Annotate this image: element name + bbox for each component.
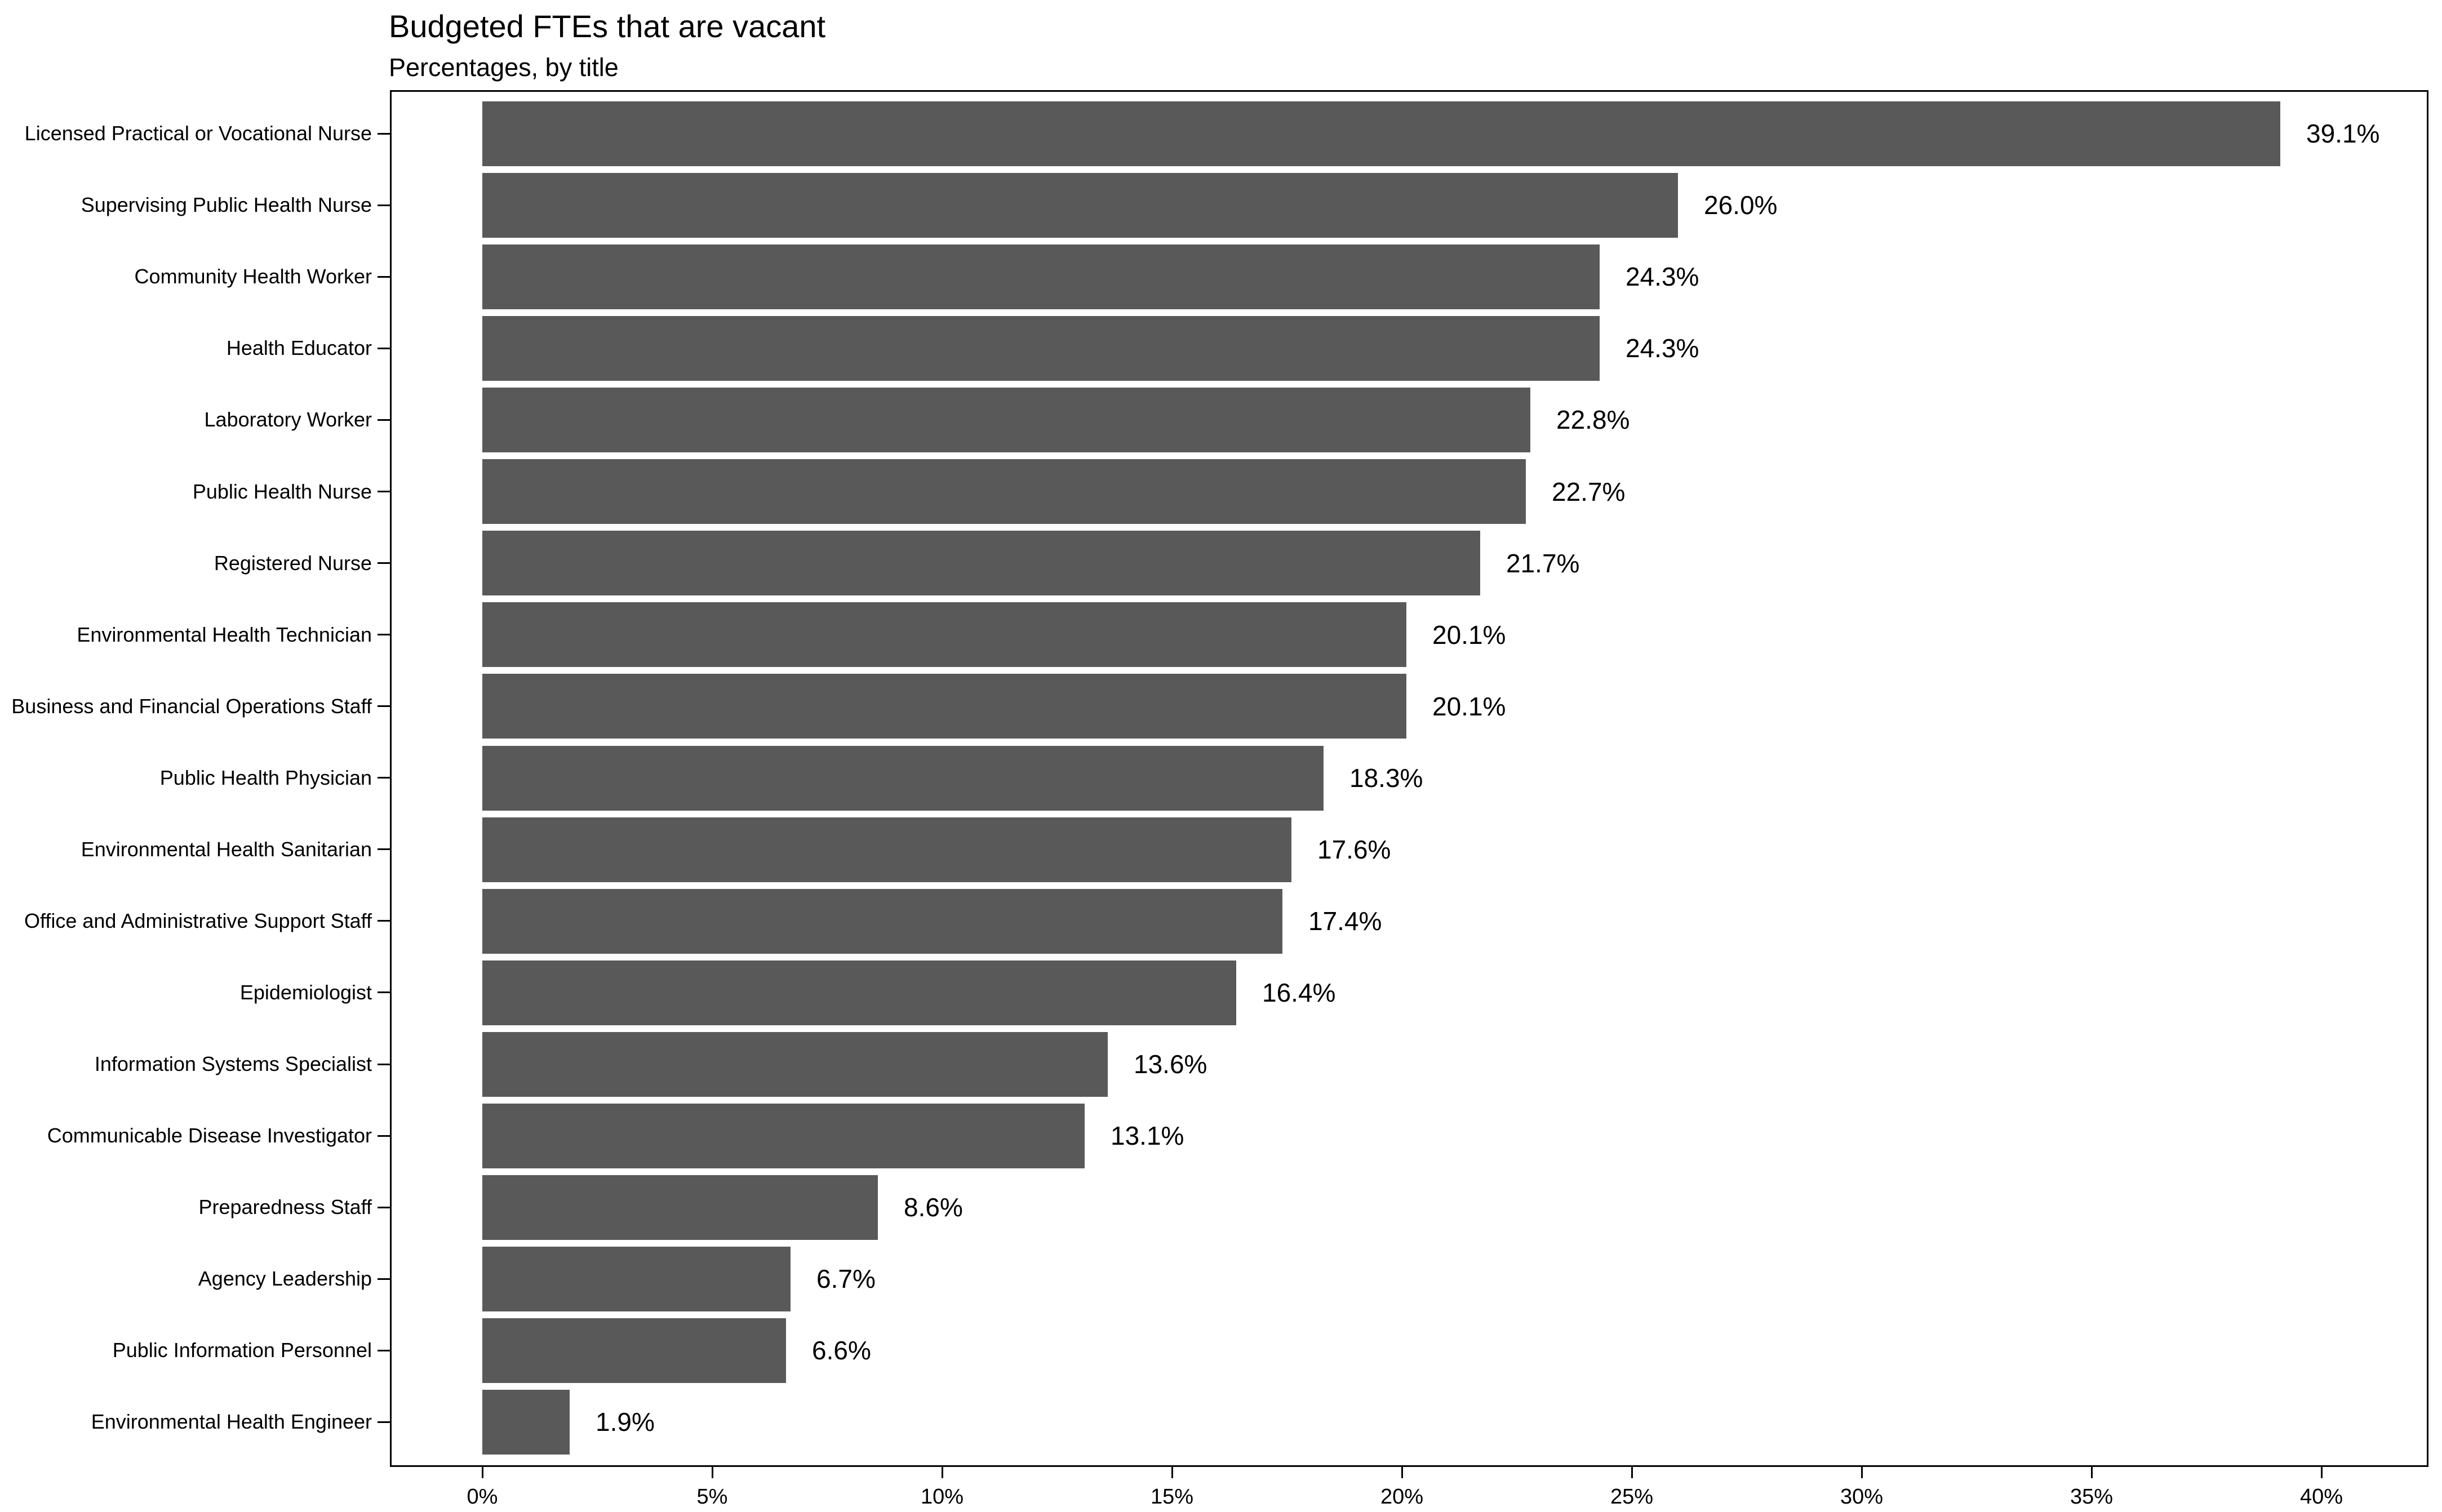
bar (482, 101, 2280, 166)
x-axis-tick-label: 10% (920, 1485, 964, 1509)
value-label: 20.1% (1432, 620, 1506, 650)
bar (482, 459, 1526, 524)
bar (482, 1032, 1108, 1097)
category-label: Office and Administrative Support Staff (24, 909, 372, 932)
bar (482, 674, 1406, 739)
chart-title: Budgeted FTEs that are vacant (389, 8, 826, 44)
value-label: 24.3% (1626, 333, 1699, 363)
x-axis-tick (2091, 1467, 2093, 1478)
category-label: Information Systems Specialist (94, 1052, 372, 1075)
category-label: Licensed Practical or Vocational Nurse (24, 122, 372, 145)
x-axis-tick-label: 25% (1610, 1485, 1654, 1509)
y-axis-tick (378, 1207, 390, 1208)
y-axis-tick (378, 276, 390, 278)
x-axis-tick (942, 1467, 943, 1478)
y-axis-tick (378, 204, 390, 206)
value-label: 1.9% (596, 1407, 655, 1437)
category-label: Preparedness Staff (198, 1195, 372, 1219)
value-label: 6.7% (816, 1264, 876, 1293)
value-label: 22.7% (1552, 477, 1626, 506)
x-axis-tick (1631, 1467, 1633, 1478)
category-label: Supervising Public Health Nurse (81, 193, 372, 216)
category-label: Epidemiologist (239, 981, 372, 1004)
bar (482, 1390, 570, 1455)
value-label: 24.3% (1626, 262, 1699, 291)
y-axis-tick (378, 491, 390, 492)
value-label: 18.3% (1349, 763, 1423, 793)
x-axis-tick-label: 20% (1380, 1485, 1424, 1509)
bar (482, 173, 1678, 238)
x-axis-tick-label: 5% (696, 1485, 728, 1509)
y-axis-tick (378, 705, 390, 707)
category-label: Health Educator (226, 336, 372, 359)
y-axis-tick (378, 848, 390, 850)
x-axis-tick (2321, 1467, 2323, 1478)
value-label: 17.4% (1308, 906, 1382, 936)
bar (482, 388, 1530, 452)
bar (482, 316, 1600, 381)
category-label: Community Health Worker (134, 265, 372, 288)
value-label: 39.1% (2306, 119, 2380, 148)
value-label: 13.1% (1111, 1121, 1184, 1150)
x-axis-tick-label: 15% (1150, 1485, 1194, 1509)
category-label: Registered Nurse (214, 552, 372, 575)
bar (482, 1104, 1085, 1168)
y-axis-tick (378, 348, 390, 349)
bar (482, 746, 1324, 811)
value-label: 16.4% (1262, 978, 1336, 1007)
bar (482, 817, 1291, 882)
y-axis-tick (378, 1135, 390, 1137)
bar (482, 889, 1282, 954)
y-axis-tick (378, 419, 390, 421)
y-axis-tick (378, 777, 390, 779)
category-label: Public Health Physician (159, 766, 372, 789)
category-label: Environmental Health Technician (77, 623, 372, 646)
x-axis-tick-label: 0% (467, 1485, 498, 1509)
category-label: Environmental Health Sanitarian (81, 838, 372, 861)
bar (482, 960, 1236, 1025)
category-label: Environmental Health Engineer (91, 1410, 372, 1433)
x-axis-tick-label: 35% (2070, 1485, 2114, 1509)
y-axis-tick (378, 133, 390, 135)
y-axis-tick (378, 1421, 390, 1423)
value-label: 17.6% (1317, 835, 1391, 864)
x-axis-tick (1401, 1467, 1403, 1478)
y-axis-tick (378, 1064, 390, 1065)
value-label: 20.1% (1432, 692, 1506, 721)
value-label: 13.6% (1134, 1049, 1207, 1079)
x-axis-tick (712, 1467, 713, 1478)
category-label: Communicable Disease Investigator (47, 1124, 372, 1147)
y-axis-tick (378, 991, 390, 993)
y-axis-tick (378, 1350, 390, 1351)
y-axis-tick (378, 562, 390, 564)
bar (482, 1247, 791, 1311)
y-axis-tick (378, 920, 390, 922)
bar (482, 531, 1480, 595)
x-axis-tick (1861, 1467, 1863, 1478)
y-axis-tick (378, 1278, 390, 1280)
category-label: Public Health Nurse (192, 480, 372, 503)
x-axis-tick (482, 1467, 483, 1478)
value-label: 21.7% (1506, 549, 1580, 578)
bar (482, 244, 1600, 309)
x-axis-tick (1171, 1467, 1173, 1478)
value-label: 22.8% (1556, 405, 1630, 434)
bar (482, 1318, 786, 1383)
x-axis-tick-label: 30% (1840, 1485, 1884, 1509)
bar (482, 602, 1406, 667)
category-label: Business and Financial Operations Staff (11, 695, 372, 718)
category-label: Laboratory Worker (204, 408, 372, 431)
bar (482, 1175, 878, 1240)
category-label: Public Information Personnel (112, 1338, 372, 1362)
value-label: 26.0% (1704, 190, 1778, 220)
value-label: 6.6% (812, 1336, 871, 1365)
value-label: 8.6% (904, 1193, 963, 1222)
y-axis-tick (378, 634, 390, 635)
x-axis-tick-label: 40% (2299, 1485, 2343, 1509)
chart-subtitle: Percentages, by title (389, 53, 619, 82)
category-label: Agency Leadership (198, 1267, 372, 1290)
